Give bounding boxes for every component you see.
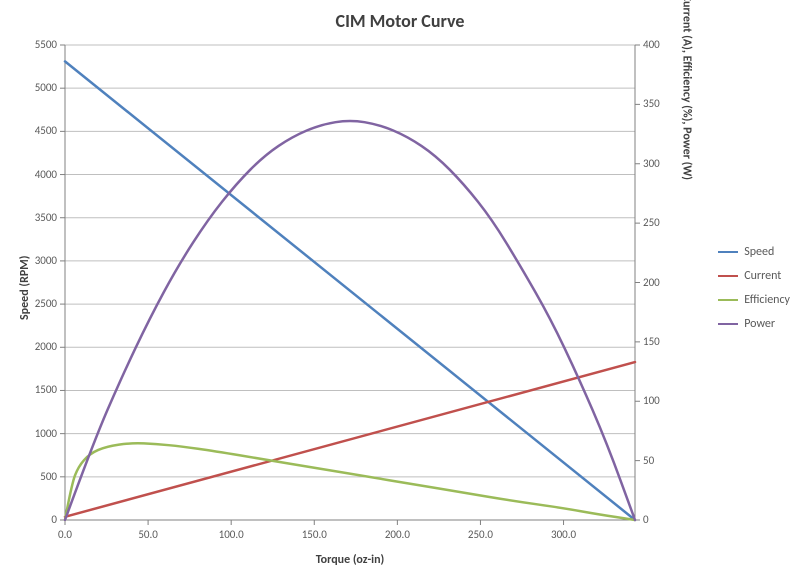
legend-label: Speed bbox=[744, 245, 774, 259]
legend: Speed Current Efficiency Power bbox=[718, 245, 790, 341]
legend-item-current: Current bbox=[718, 269, 790, 283]
legend-swatch bbox=[718, 275, 738, 277]
series-current bbox=[65, 362, 635, 517]
legend-label: Power bbox=[744, 317, 775, 331]
series-speed bbox=[65, 61, 635, 520]
motor-curve-chart: CIM Motor Curve Speed (RPM) Current (A),… bbox=[0, 0, 800, 576]
legend-label: Efficiency bbox=[744, 293, 790, 307]
legend-swatch bbox=[718, 299, 738, 301]
legend-swatch bbox=[718, 251, 738, 253]
series-efficiency bbox=[65, 443, 635, 520]
plot-area bbox=[0, 0, 800, 576]
legend-item-efficiency: Efficiency bbox=[718, 293, 790, 307]
series-power bbox=[65, 121, 635, 520]
legend-label: Current bbox=[744, 269, 781, 283]
legend-swatch bbox=[718, 323, 738, 325]
legend-item-speed: Speed bbox=[718, 245, 790, 259]
legend-item-power: Power bbox=[718, 317, 790, 331]
